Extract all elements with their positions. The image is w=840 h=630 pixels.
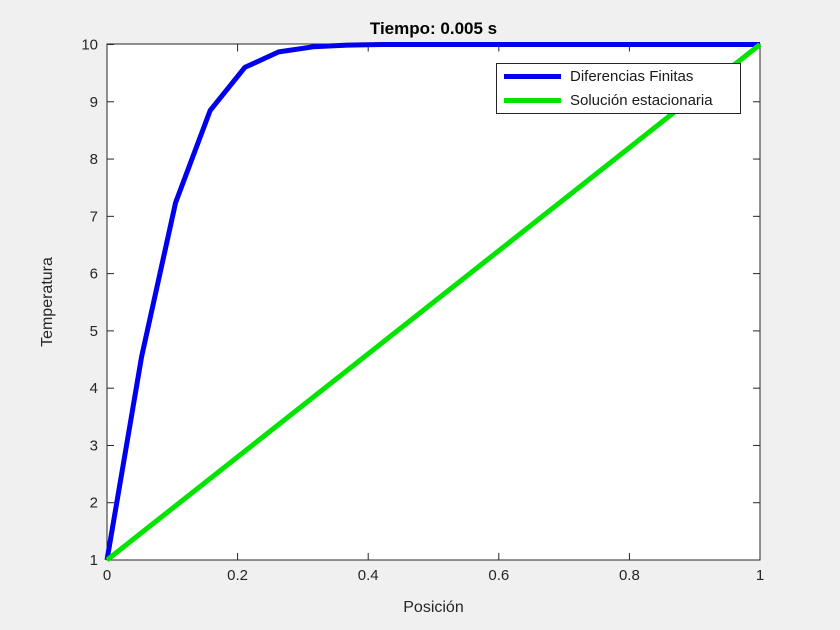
y-tick-label: 10: [81, 37, 98, 54]
y-tick-label: 6: [90, 266, 98, 283]
x-tick-label: 1: [756, 567, 764, 584]
tick-layer: 0 0.2 0.4 0.6 0.8 1 1 2 3 4 5 6 7 8 9 10: [81, 37, 764, 585]
y-tick-label: 2: [90, 495, 98, 512]
steady-state-line: [105, 42, 762, 562]
legend-label-steady-state: Solución estacionaria: [570, 92, 713, 109]
y-tick-label: 4: [90, 380, 98, 397]
x-tick-label: 0: [103, 567, 111, 584]
y-tick-label: 8: [90, 151, 98, 168]
y-tick-label: 9: [90, 94, 98, 111]
finite-differences-line: [104, 42, 760, 561]
legend-entry-steady-state: Solución estacionaria: [504, 90, 740, 111]
x-tick-label: 0.4: [358, 567, 379, 584]
y-tick-label: 7: [90, 208, 98, 225]
legend-entry-finite-differences: Diferencias Finitas: [504, 66, 740, 87]
y-tick-label: 3: [90, 437, 98, 454]
legend-line-sample-blue: [504, 74, 561, 79]
y-tick-label: 1: [90, 552, 98, 569]
legend-label-finite-differences: Diferencias Finitas: [570, 68, 694, 85]
chart-title: Tiempo: 0.005 s: [369, 19, 498, 38]
x-tick-label: 0.8: [619, 567, 640, 584]
x-tick-label: 0.2: [227, 567, 248, 584]
series-layer: [104, 42, 762, 562]
x-tick-label: 0.6: [488, 567, 509, 584]
legend-line-sample-green: [504, 98, 561, 103]
y-tick-label: 5: [90, 323, 98, 340]
x-axis-label: Posición: [403, 599, 464, 616]
y-axis-label: Temperatura: [39, 257, 56, 347]
legend[interactable]: Diferencias Finitas Solución estacionari…: [496, 63, 741, 114]
